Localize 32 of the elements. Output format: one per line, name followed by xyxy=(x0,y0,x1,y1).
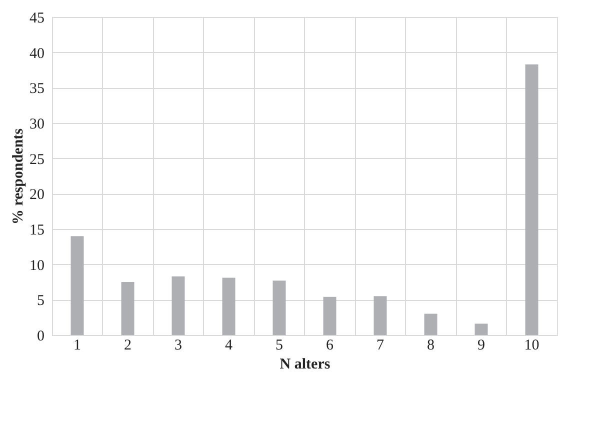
bar xyxy=(323,296,336,335)
x-tick-label: 3 xyxy=(174,338,182,354)
bar xyxy=(272,280,286,335)
bar xyxy=(121,282,134,335)
bar xyxy=(374,296,387,335)
x-tick-label: 6 xyxy=(326,338,334,354)
bar xyxy=(424,314,438,335)
x-tick-label: 1 xyxy=(74,338,81,354)
y-tick-label: 15 xyxy=(30,222,44,238)
x-tick-label: 2 xyxy=(124,338,132,354)
x-tick-label: 9 xyxy=(478,338,485,354)
x-tick-label: 7 xyxy=(376,338,384,354)
x-axis-title: N alters xyxy=(280,356,330,372)
bar xyxy=(525,64,538,335)
bar xyxy=(172,276,185,335)
y-tick-label: 45 xyxy=(30,10,44,26)
x-tick-label: 4 xyxy=(225,338,233,354)
bar xyxy=(474,324,488,335)
x-tick-label: 10 xyxy=(524,338,540,354)
y-tick-label: 35 xyxy=(30,81,44,98)
y-tick-label: 5 xyxy=(37,293,44,310)
y-tick-label: 40 xyxy=(30,46,44,62)
y-tick-label: 25 xyxy=(30,152,44,168)
x-tick-label: 8 xyxy=(427,338,434,354)
y-tick-label: 10 xyxy=(30,258,44,274)
y-tick-label: 30 xyxy=(30,116,44,132)
x-tick-label: 5 xyxy=(276,338,283,354)
bar xyxy=(70,236,84,335)
bar xyxy=(222,278,236,335)
y-tick-label: 20 xyxy=(30,187,44,204)
y-axis-title: % respondents xyxy=(10,128,26,224)
y-tick-label: 0 xyxy=(37,328,44,344)
